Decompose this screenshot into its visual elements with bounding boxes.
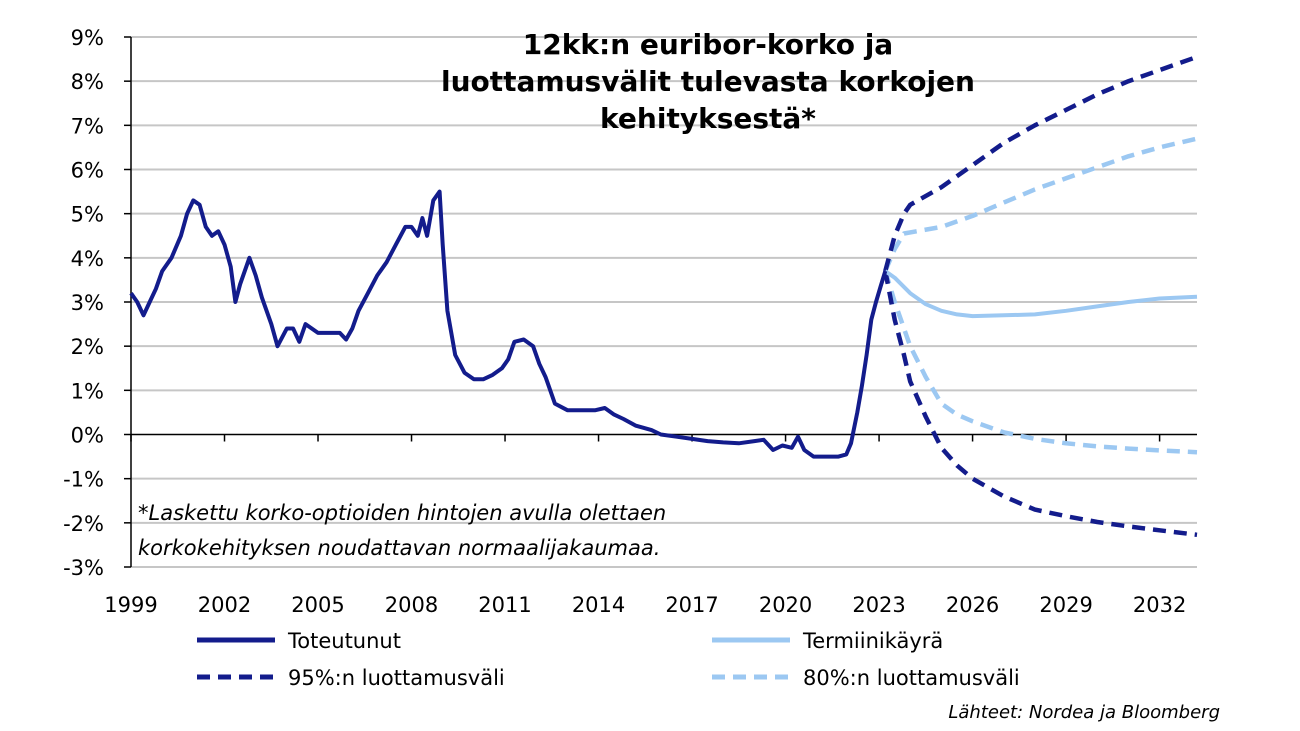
series-line-80-luottamusvali-upper: [883, 136, 1198, 272]
y-tick-label: 0%: [71, 424, 104, 448]
x-tick-label: 2020: [759, 593, 812, 617]
footnote-line-1: *Laskettu korko-optioiden hintojen avull…: [138, 501, 666, 525]
y-tick-label: -3%: [63, 556, 104, 580]
x-tick-label: 1999: [104, 593, 157, 617]
source-note: Lähteet: Nordea ja Bloomberg: [948, 702, 1220, 723]
legend: Toteutunut Termiinikäyrä 95%:n luottamus…: [197, 629, 1020, 690]
series-line-95-luottamusvali-lower: [883, 270, 1198, 538]
y-tick-label: -1%: [63, 468, 104, 492]
y-tick-label: 3%: [71, 291, 104, 315]
series-line-95-luottamusvali-upper: [883, 54, 1198, 272]
y-tick-label: 7%: [71, 114, 104, 138]
legend-label-toteutunut: Toteutunut: [287, 629, 401, 653]
y-tick-label: 6%: [71, 159, 104, 183]
x-axis-tick-labels: 1999 2002 2005 2008 2011 2014 2017 2020 2023 2026…: [104, 593, 1186, 617]
series-line-80-luottamusvali-lower: [883, 270, 1198, 455]
y-tick-label: 5%: [71, 203, 104, 227]
x-tick-label: 2029: [1039, 593, 1092, 617]
series-line-termiinikayra: [884, 269, 1198, 319]
x-tick-label: 2011: [478, 593, 531, 617]
y-tick-label: 1%: [71, 379, 104, 403]
chart-title: 12kk:n euribor-korko ja luottamusvälit t…: [441, 28, 975, 135]
y-axis-tick-labels: -3% -2% -1% 0% 1% 2% 3% 4% 5% 6% 7% 8% 9%: [63, 26, 104, 580]
y-tick-label: 9%: [71, 26, 104, 50]
series-lines: [129, 54, 1198, 538]
legend-label-termiinikayra: Termiinikäyrä: [802, 629, 943, 653]
footnote: *Laskettu korko-optioiden hintojen avull…: [138, 501, 666, 560]
y-tick-label: 8%: [71, 70, 104, 94]
legend-label-80-luottamusvali: 80%:n luottamusväli: [803, 666, 1020, 690]
footnote-line-2: korkokehityksen noudattavan normaalijaka…: [138, 536, 660, 560]
x-tick-label: 2005: [291, 593, 344, 617]
y-tick-label: 2%: [71, 335, 104, 359]
gridlines: [131, 36, 1197, 568]
chart-title-line-1: 12kk:n euribor-korko ja: [523, 28, 893, 61]
chart-title-line-2: luottamusvälit tulevasta korkojen: [441, 65, 975, 98]
y-tick-label: -2%: [63, 512, 104, 536]
legend-label-95-luottamusvali: 95%:n luottamusväli: [288, 666, 505, 690]
x-tick-label: 2023: [852, 593, 905, 617]
x-tick-label: 2026: [946, 593, 999, 617]
series-line-toteutunut: [129, 189, 888, 459]
x-tick-label: 2008: [385, 593, 438, 617]
x-tick-label: 2017: [665, 593, 718, 617]
x-tick-label: 2014: [572, 593, 625, 617]
chart-title-line-3: kehityksestä*: [600, 102, 816, 135]
x-tick-label: 2002: [198, 593, 251, 617]
x-tick-label: 2032: [1133, 593, 1186, 617]
y-tick-label: 4%: [71, 247, 104, 271]
